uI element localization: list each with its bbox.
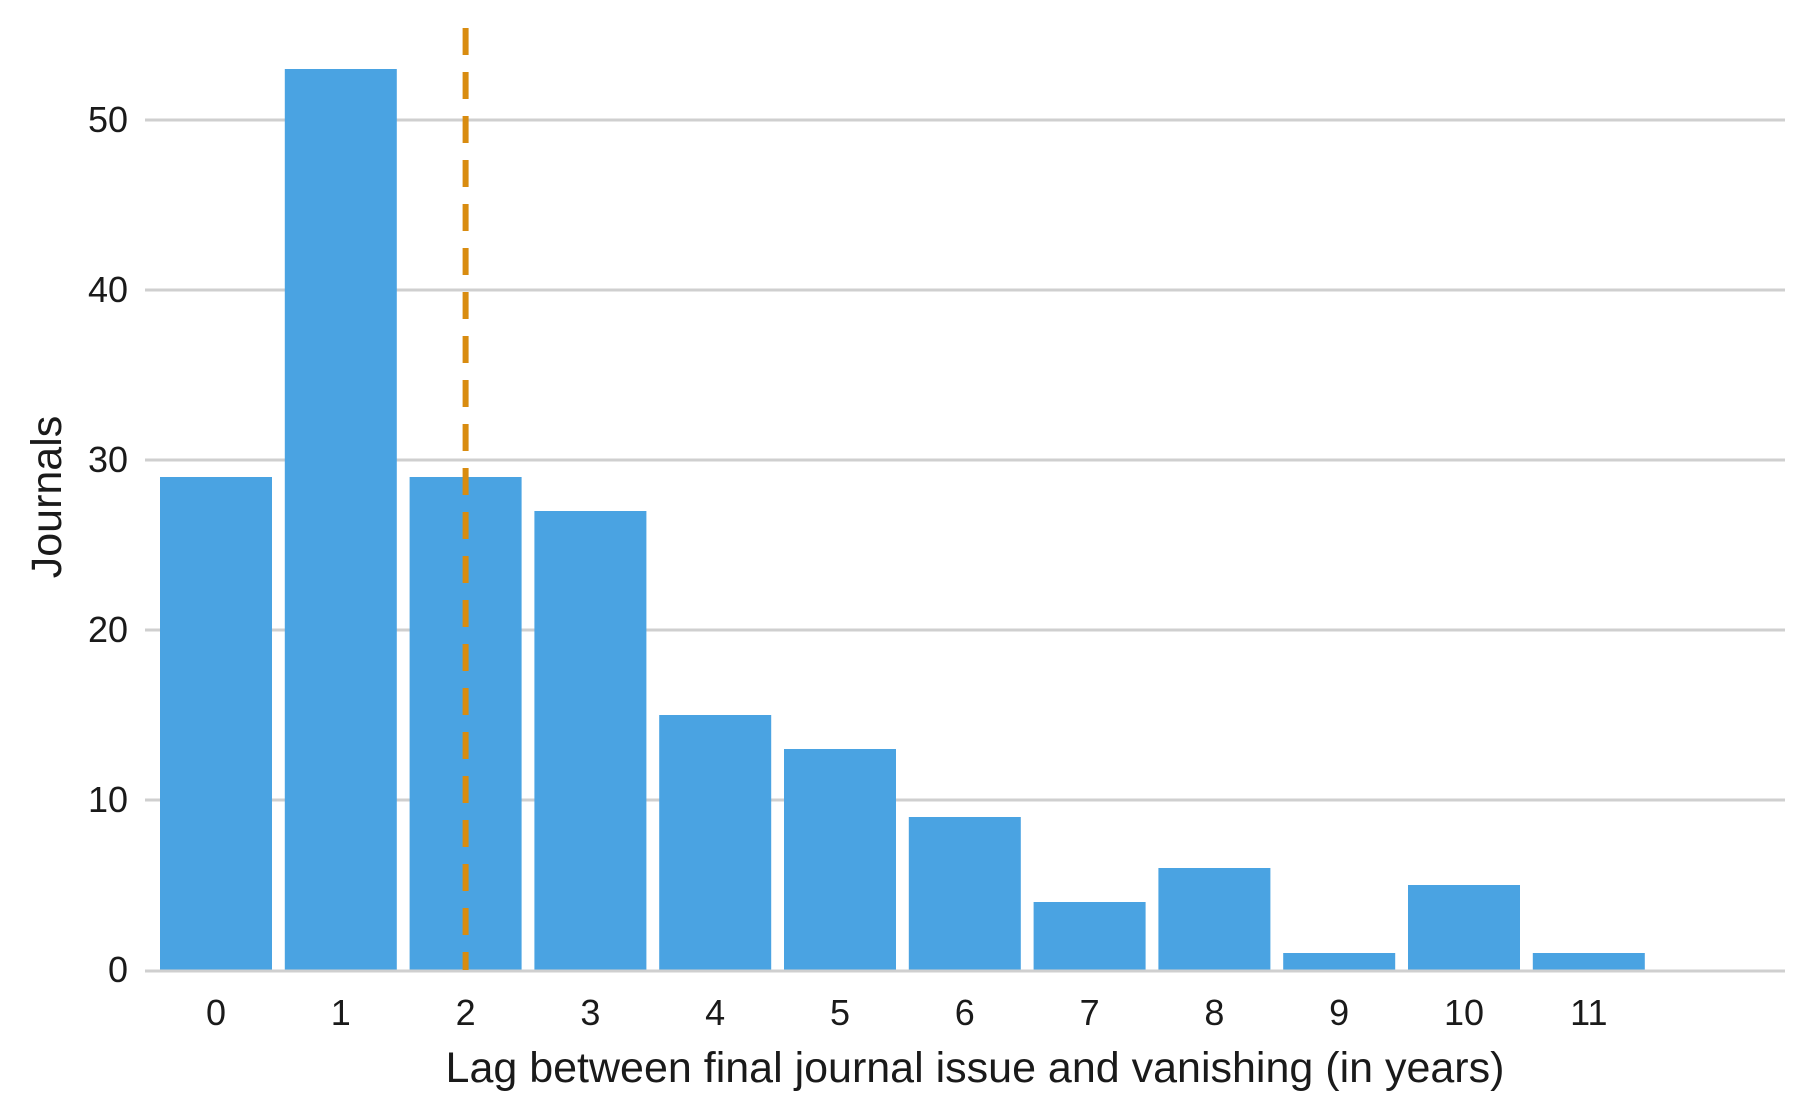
- y-tick-label: 40: [88, 269, 128, 310]
- x-tick-label: 7: [1080, 992, 1100, 1033]
- bars: [160, 69, 1645, 970]
- bar: [1408, 885, 1520, 970]
- x-axis-ticks: 0 1 2 3 4 5 6 7 8 9 10 11: [206, 992, 1608, 1033]
- y-tick-label: 0: [108, 949, 128, 990]
- y-axis-ticks: 0 10 20 30 40 50: [88, 99, 128, 990]
- y-tick-label: 50: [88, 99, 128, 140]
- x-tick-label: 3: [580, 992, 600, 1033]
- bar: [1283, 953, 1396, 970]
- x-tick-label: 4: [705, 992, 725, 1033]
- x-tick-label: 6: [955, 992, 975, 1033]
- y-tick-label: 20: [88, 609, 128, 650]
- x-axis-title: Lag between final journal issue and vani…: [446, 1044, 1505, 1092]
- bar: [659, 715, 772, 970]
- x-tick-label: 1: [331, 992, 351, 1033]
- y-axis-title: Journals: [23, 416, 71, 579]
- x-tick-label: 2: [456, 992, 476, 1033]
- x-tick-label: 8: [1204, 992, 1224, 1033]
- bar: [284, 69, 397, 970]
- bar: [160, 477, 272, 970]
- y-tick-label: 30: [88, 439, 128, 480]
- x-tick-label: 11: [1570, 992, 1607, 1033]
- bar: [1158, 868, 1271, 970]
- x-tick-label: 0: [206, 992, 226, 1033]
- x-tick-label: 10: [1444, 992, 1484, 1033]
- x-tick-label: 9: [1329, 992, 1349, 1033]
- bar: [784, 749, 896, 970]
- bar: [534, 511, 647, 970]
- bar: [1532, 953, 1645, 970]
- y-tick-label: 10: [88, 779, 128, 820]
- bar: [1033, 902, 1146, 970]
- x-tick-label: 5: [830, 992, 850, 1033]
- bar: [409, 477, 522, 970]
- bar: [908, 817, 1021, 970]
